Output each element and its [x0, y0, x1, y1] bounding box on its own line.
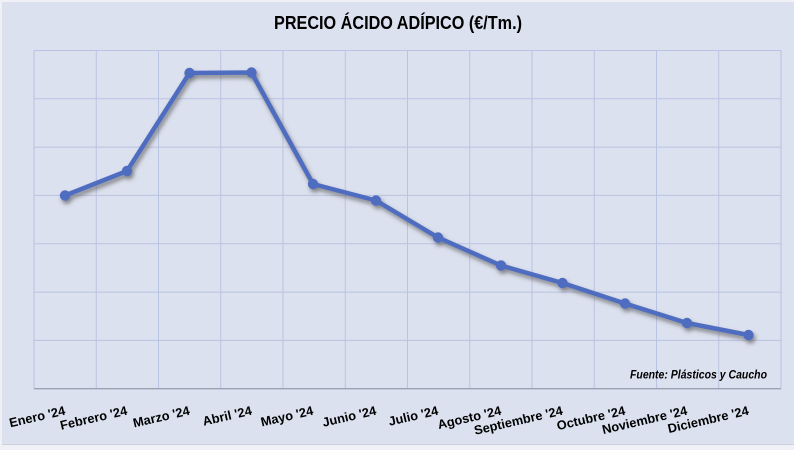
- svg-text:Fuente: Plásticos y Caucho: Fuente: Plásticos y Caucho: [630, 370, 767, 382]
- svg-text:Junio '24: Junio '24: [321, 403, 379, 430]
- svg-text:Abril '24: Abril '24: [201, 403, 254, 429]
- svg-text:Febrero '24: Febrero '24: [59, 403, 130, 433]
- svg-text:Marzo '24: Marzo '24: [131, 403, 192, 431]
- svg-text:Mayo '24: Mayo '24: [259, 403, 315, 430]
- svg-text:Julio '24: Julio '24: [387, 403, 441, 429]
- svg-text:PRECIO ÁCIDO ADÍPICO (€/Tm.): PRECIO ÁCIDO ADÍPICO (€/Tm.): [274, 12, 522, 33]
- svg-text:Enero '24: Enero '24: [8, 403, 68, 431]
